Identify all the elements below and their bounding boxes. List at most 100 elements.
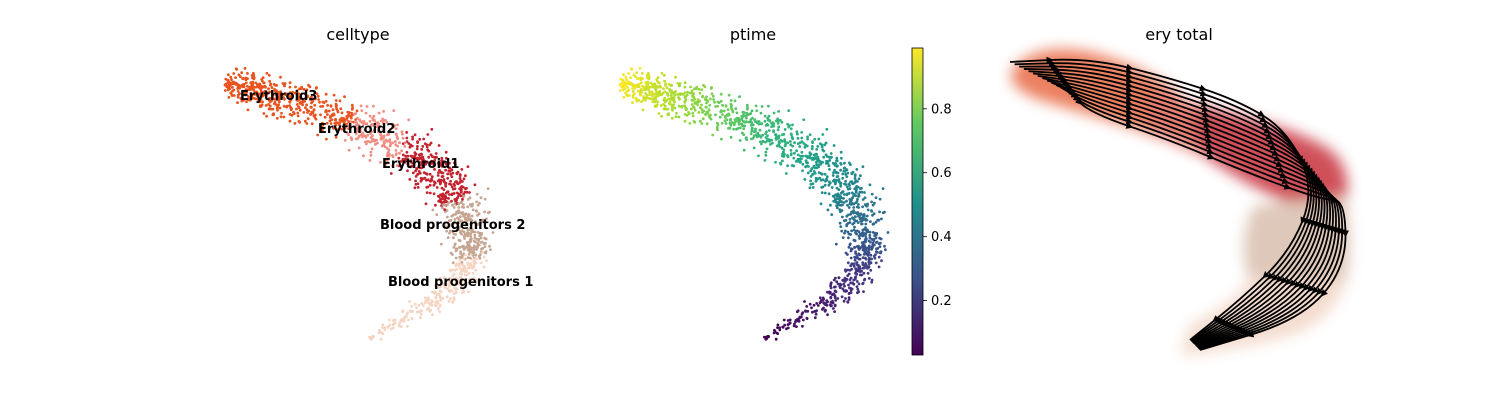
cell-point — [443, 208, 447, 212]
cell-point — [381, 121, 385, 125]
cell-point — [618, 89, 622, 92]
cell-point — [416, 145, 419, 148]
cell-point — [446, 278, 450, 282]
cell-point — [707, 108, 711, 112]
cell-point — [776, 326, 779, 329]
cell-point — [633, 84, 637, 88]
cell-point — [325, 121, 329, 125]
cell-point — [683, 119, 687, 123]
cell-point — [276, 104, 279, 108]
cell-point — [261, 100, 264, 104]
cell-point — [361, 135, 364, 139]
cell-point — [253, 97, 257, 100]
cell-point — [795, 325, 798, 328]
cell-point — [296, 111, 300, 115]
cell-point — [800, 131, 804, 134]
cell-point — [870, 209, 873, 213]
cell-point — [391, 319, 395, 322]
cell-point — [631, 101, 634, 104]
cell-point — [467, 290, 470, 293]
cell-point — [775, 135, 778, 138]
cell-point — [366, 140, 369, 143]
cell-point — [808, 154, 812, 158]
cell-point — [458, 255, 462, 259]
cell-point — [826, 290, 829, 294]
cell-point — [380, 331, 384, 335]
cell-point — [440, 186, 444, 190]
cell-point — [861, 281, 865, 285]
cell-point — [379, 119, 383, 123]
cell-point — [307, 83, 310, 87]
cell-point — [440, 156, 444, 160]
cell-point — [474, 268, 478, 272]
cell-point — [463, 237, 466, 240]
cell-point — [815, 302, 819, 305]
cell-point — [692, 120, 696, 123]
cell-point — [459, 215, 462, 219]
cell-point — [458, 258, 462, 262]
cell-point — [443, 180, 446, 184]
cell-point — [711, 94, 715, 98]
cell-point — [793, 151, 796, 155]
cell-point — [808, 133, 812, 137]
cell-point — [776, 323, 780, 327]
cell-point — [670, 116, 674, 120]
cell-point — [864, 262, 867, 265]
cell-point — [828, 181, 832, 185]
cell-point — [246, 72, 249, 75]
cell-point — [735, 116, 739, 120]
cell-point — [283, 84, 286, 88]
cell-point — [310, 99, 314, 102]
cell-point — [360, 121, 364, 124]
cell-point — [799, 315, 803, 319]
cell-point — [370, 130, 373, 134]
cell-point — [738, 139, 742, 142]
cell-point — [452, 236, 455, 240]
cell-point — [640, 91, 644, 94]
cell-point — [662, 87, 665, 91]
cell-point — [868, 183, 872, 187]
cell-point — [388, 323, 392, 327]
cell-point — [258, 100, 262, 104]
cell-point — [874, 261, 878, 265]
cell-point — [799, 160, 802, 164]
cell-point — [247, 96, 251, 100]
cell-point — [244, 81, 248, 85]
cell-point — [460, 272, 464, 276]
ptime-colorbar: 0.2 0.4 0.6 0.8 — [911, 47, 952, 356]
cell-point — [438, 294, 442, 298]
cell-point — [680, 105, 683, 109]
cell-point — [847, 272, 851, 276]
cell-point — [288, 95, 292, 99]
cell-point — [441, 282, 445, 286]
cell-point — [789, 143, 793, 147]
cell-point — [411, 156, 415, 160]
cell-point — [732, 127, 736, 131]
cell-point — [780, 146, 784, 150]
cell-point — [729, 123, 733, 127]
cell-point — [457, 264, 461, 268]
cell-point — [422, 171, 426, 175]
cell-point — [804, 310, 808, 313]
cell-point — [735, 127, 738, 131]
cell-point — [393, 321, 397, 325]
cell-point — [854, 267, 858, 271]
cell-point — [459, 252, 462, 255]
cell-point — [858, 265, 861, 268]
cell-point — [381, 117, 384, 121]
colorbar-tick-label: 0.4 — [931, 230, 952, 245]
cell-point — [711, 133, 715, 137]
cell-point — [456, 222, 460, 226]
cell-point — [462, 214, 465, 218]
cell-point — [408, 145, 412, 149]
cell-point — [248, 86, 252, 90]
cell-point — [310, 122, 314, 126]
cell-point — [630, 68, 634, 71]
cell-point — [479, 236, 483, 240]
cell-point — [283, 82, 287, 85]
cell-point — [273, 89, 277, 93]
cell-point — [750, 137, 753, 141]
cell-point — [328, 119, 332, 123]
cell-point — [440, 280, 444, 284]
cell-point — [749, 120, 752, 124]
